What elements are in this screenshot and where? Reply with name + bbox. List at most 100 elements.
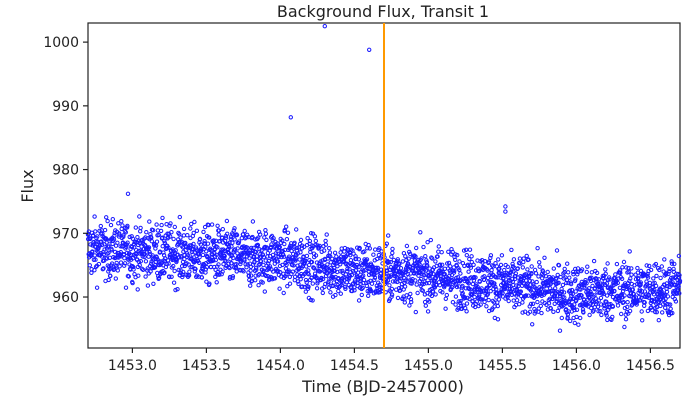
data-point <box>514 298 520 303</box>
data-point <box>90 249 95 254</box>
data-point <box>258 232 263 237</box>
data-point <box>546 301 552 306</box>
data-point <box>277 244 282 250</box>
data-point <box>247 256 252 261</box>
data-point <box>424 281 429 286</box>
data-point <box>306 284 311 289</box>
data-point <box>323 242 328 247</box>
data-point <box>566 270 571 275</box>
data-point <box>669 261 675 266</box>
data-point <box>102 227 108 233</box>
data-point <box>290 269 295 274</box>
data-point <box>619 311 624 317</box>
data-point <box>573 289 578 294</box>
data-point <box>223 235 229 241</box>
data-point <box>179 264 185 269</box>
data-point <box>617 268 623 273</box>
data-point <box>547 296 553 301</box>
data-point <box>409 299 414 305</box>
data-point <box>277 286 282 291</box>
data-point <box>315 281 320 286</box>
data-point <box>654 310 659 315</box>
data-point <box>112 233 117 238</box>
data-point <box>320 290 325 296</box>
data-point <box>619 276 625 281</box>
data-point <box>350 288 355 294</box>
data-point <box>240 232 246 237</box>
data-point <box>224 259 229 264</box>
data-point <box>371 252 376 257</box>
data-point <box>253 273 258 278</box>
data-point <box>343 286 348 291</box>
data-point <box>677 273 682 278</box>
data-point <box>146 245 152 250</box>
data-point <box>263 228 268 233</box>
data-point <box>197 255 202 260</box>
data-point <box>171 236 176 242</box>
data-point <box>232 237 237 242</box>
data-point <box>205 241 211 246</box>
data-point <box>117 232 122 237</box>
data-point <box>328 290 333 295</box>
data-point <box>530 301 536 306</box>
data-point <box>420 288 425 293</box>
data-point <box>525 267 530 272</box>
data-point <box>192 219 197 225</box>
data-point <box>644 263 649 268</box>
data-point <box>617 285 623 290</box>
y-axis-ticks: 960 970 980 990 1000 <box>43 35 88 306</box>
data-point <box>166 261 171 266</box>
data-point <box>115 240 120 246</box>
data-point <box>587 295 592 301</box>
data-point <box>402 300 407 305</box>
data-point <box>313 253 319 258</box>
data-point <box>485 292 490 297</box>
data-point <box>160 215 165 221</box>
data-point <box>500 271 505 277</box>
data-point <box>92 253 98 258</box>
data-point <box>297 257 302 262</box>
data-point <box>138 229 143 234</box>
data-point <box>305 236 310 241</box>
data-point <box>511 298 516 303</box>
data-point <box>193 258 198 264</box>
data-point <box>513 271 518 276</box>
data-point <box>122 261 128 266</box>
data-point <box>570 291 575 297</box>
data-point <box>152 265 158 270</box>
data-point <box>565 261 570 266</box>
data-point <box>474 299 479 304</box>
data-point <box>559 289 565 294</box>
data-point <box>450 300 456 305</box>
data-point <box>615 280 620 286</box>
x-tick-label: 1454.5 <box>330 358 379 374</box>
outlier-point <box>503 204 508 209</box>
data-point <box>369 281 375 286</box>
data-point <box>573 277 578 282</box>
data-point <box>468 287 473 292</box>
data-point <box>149 239 155 244</box>
data-point <box>561 290 567 295</box>
data-point <box>452 268 457 273</box>
data-point <box>303 277 309 283</box>
data-point <box>479 286 484 291</box>
data-point <box>389 294 394 299</box>
data-point <box>551 266 556 271</box>
data-point <box>323 238 328 244</box>
data-point <box>187 243 193 248</box>
data-point <box>650 308 655 313</box>
data-point <box>479 297 484 302</box>
data-point <box>613 272 618 277</box>
data-point <box>450 249 455 255</box>
data-point <box>556 280 561 285</box>
data-point <box>357 246 362 251</box>
data-point <box>262 289 267 294</box>
data-point <box>532 311 537 316</box>
data-point <box>220 227 226 232</box>
data-point <box>598 309 603 314</box>
data-point <box>455 252 460 258</box>
data-point <box>435 254 440 259</box>
data-point <box>610 314 615 320</box>
data-point <box>620 288 626 294</box>
data-point <box>502 267 507 273</box>
